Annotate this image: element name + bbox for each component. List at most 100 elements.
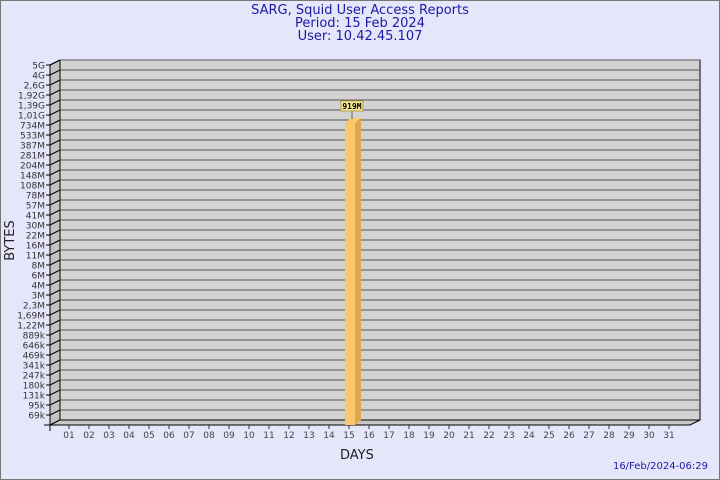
y-tick-label: 8M [32, 262, 46, 272]
y-tick-slant [49, 149, 61, 156]
chart-title: SARG, Squid User Access Reports [251, 3, 469, 18]
x-tick-label: 19 [423, 431, 435, 441]
y-tick-label: 11M [26, 252, 45, 262]
y-tick-slant [49, 299, 61, 306]
y-tick-label: 69k [28, 412, 45, 422]
y-tick-slant [49, 319, 61, 326]
y-tick-slant [49, 329, 61, 336]
y-tick-slant [49, 259, 61, 266]
y-tick-label: 108M [20, 182, 45, 192]
y-tick-label: 1,92G [18, 92, 45, 102]
y-tick-slant [49, 189, 61, 196]
y-tick-slant [49, 249, 61, 256]
y-tick-label: 646k [23, 342, 46, 352]
y-tick-label: 469k [23, 352, 46, 362]
y-tick-slant [49, 369, 61, 376]
x-axis-label: DAYS [340, 448, 374, 463]
x-tick-label: 09 [223, 431, 235, 441]
x-tick-label: 14 [323, 431, 335, 441]
y-tick-label: 57M [26, 202, 45, 212]
x-tick-label: 04 [123, 431, 135, 441]
x-tick-label: 12 [283, 431, 294, 441]
y-tick-slant [49, 399, 61, 406]
x-tick-label: 02 [83, 431, 94, 441]
y-tick-label: 387M [20, 142, 45, 152]
y-tick-label: 4G [32, 72, 45, 82]
y-tick-slant [49, 309, 61, 316]
y-tick-label: 95k [28, 402, 45, 412]
y-tick-slant [49, 349, 61, 356]
y-tick-label: 1,01G [18, 112, 45, 122]
x-tick-label: 21 [463, 431, 474, 441]
y-tick-label: 5G [32, 62, 45, 72]
x-tick-label: 11 [263, 431, 274, 441]
y-tick-slant [49, 59, 61, 66]
bar-value-label: 919M [342, 102, 361, 111]
y-tick-slant [49, 129, 61, 136]
y-tick-slant [49, 379, 61, 386]
y-tick-slant [49, 389, 61, 396]
y-tick-label: 22M [26, 232, 45, 242]
y-tick-slant [49, 269, 61, 276]
x-tick-label: 31 [663, 431, 674, 441]
y-tick-slant [49, 409, 61, 416]
y-tick-label: 1,22M [17, 322, 45, 332]
x-tick-label: 15 [343, 431, 354, 441]
y-tick-slant [49, 209, 61, 216]
y-tick-slant [49, 89, 61, 96]
y-tick-slant [49, 169, 61, 176]
y-tick-slant [49, 179, 61, 186]
y-tick-slant [49, 199, 61, 206]
x-tick-label: 22 [483, 431, 494, 441]
y-tick-label: 2,3M [23, 302, 45, 312]
y-tick-slant [49, 219, 61, 226]
x-tick-label: 24 [523, 431, 535, 441]
y-tick-label: 148M [20, 172, 45, 182]
y-tick-slant [49, 99, 61, 106]
y-tick-label: 734M [20, 122, 45, 132]
y-tick-label: 1,69M [17, 312, 45, 322]
x-tick-label: 16 [363, 431, 375, 441]
y-tick-label: 78M [26, 192, 45, 202]
y-tick-label: 30M [26, 222, 45, 232]
x-tick-label: 20 [443, 431, 455, 441]
footer-timestamp: 16/Feb/2024-06:29 [612, 461, 708, 472]
y-tick-slant [49, 139, 61, 146]
x-tick-label: 23 [503, 431, 514, 441]
y-tick-slant [49, 239, 61, 246]
y-tick-slant [49, 69, 61, 76]
x-tick-label: 13 [303, 431, 314, 441]
y-tick-label: 41M [26, 212, 45, 222]
bar [345, 122, 355, 426]
x-tick-label: 25 [543, 431, 554, 441]
y-tick-label: 180k [23, 382, 46, 392]
x-tick-label: 10 [243, 431, 255, 441]
y-tick-label: 247k [23, 372, 46, 382]
x-tick-label: 17 [383, 431, 394, 441]
y-tick-slant [49, 279, 61, 286]
y-tick-slant [49, 289, 61, 296]
y-tick-label: 4M [32, 282, 46, 292]
chart-user: User: 10.42.45.107 [297, 29, 423, 44]
x-tick-label: 30 [643, 431, 655, 441]
y-tick-label: 281M [20, 152, 45, 162]
y-axis-label: BYTES [2, 220, 18, 261]
x-tick-label: 07 [183, 431, 194, 441]
x-tick-label: 28 [603, 431, 615, 441]
x-tick-label: 01 [63, 431, 74, 441]
y-tick-slant [49, 359, 61, 366]
bar-side [355, 117, 361, 426]
y-tick-label: 533M [20, 132, 45, 142]
y-tick-label: 2,6G [24, 82, 45, 92]
y-tick-slant [49, 109, 61, 116]
floor [49, 419, 701, 426]
x-tick-label: 08 [203, 431, 215, 441]
y-tick-slant [49, 339, 61, 346]
y-tick-slant [49, 229, 61, 236]
y-tick-label: 1,39G [18, 102, 45, 112]
y-tick-label: 6M [32, 272, 46, 282]
y-tick-label: 889k [23, 332, 46, 342]
x-tick-label: 03 [103, 431, 114, 441]
x-tick-label: 29 [623, 431, 635, 441]
y-tick-label: 204M [20, 162, 45, 172]
